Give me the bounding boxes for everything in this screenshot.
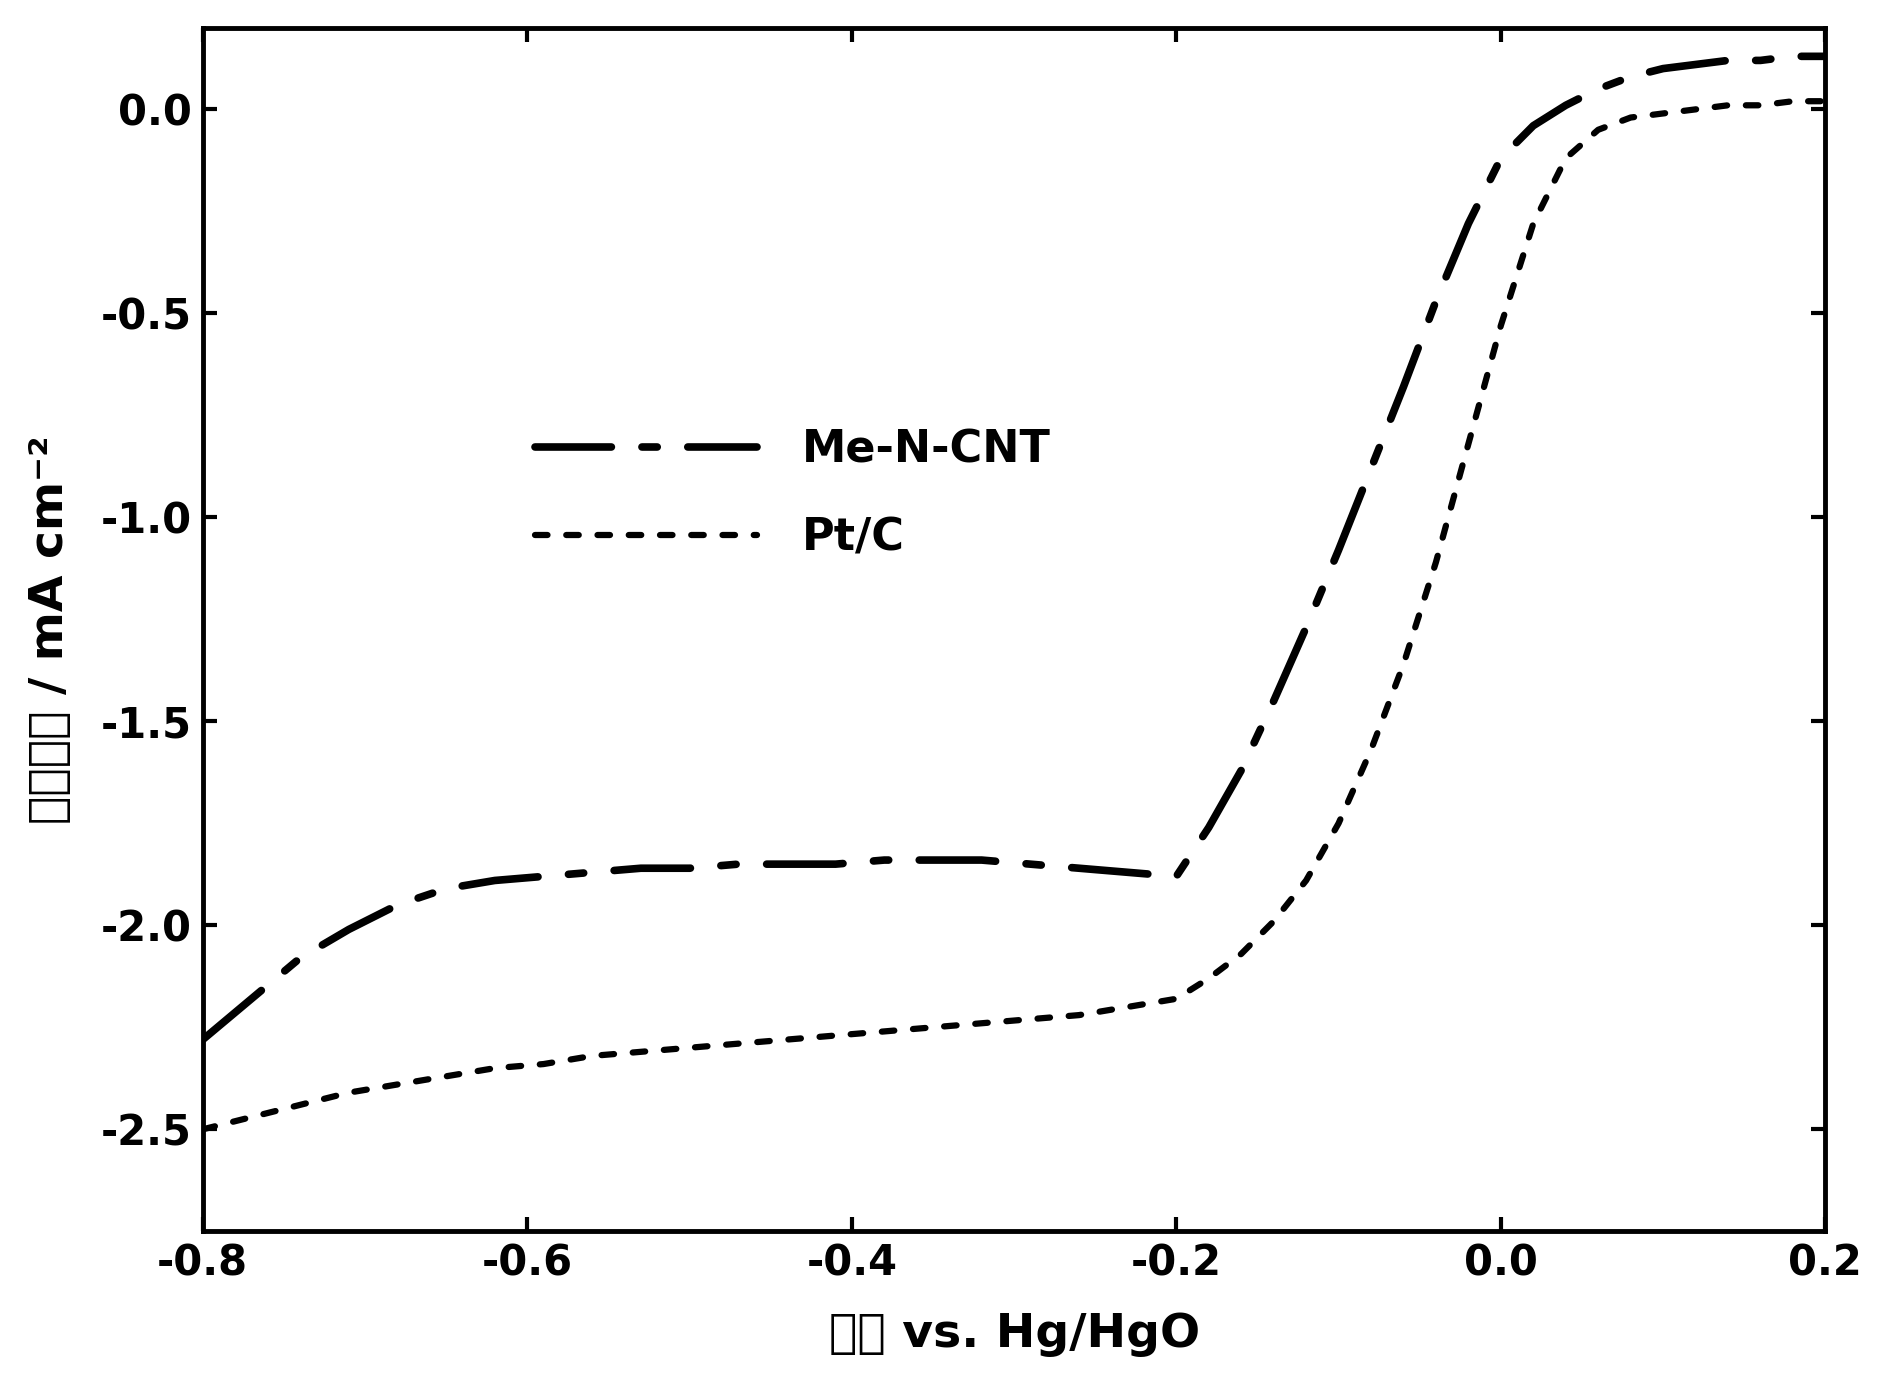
Me-N-CNT xyxy=(191,1032,213,1048)
Me-N-CNT xyxy=(1781,48,1804,65)
Me-N-CNT xyxy=(1715,53,1738,69)
Me-N-CNT xyxy=(484,873,506,889)
Me-N-CNT xyxy=(580,864,603,881)
Me-N-CNT xyxy=(1164,868,1186,885)
Pt/C xyxy=(1424,554,1447,571)
Me-N-CNT xyxy=(1521,118,1543,134)
Me-N-CNT xyxy=(1198,819,1220,835)
Pt/C xyxy=(1198,969,1220,986)
Me-N-CNT xyxy=(678,860,701,877)
Pt/C xyxy=(1067,1007,1090,1024)
Me-N-CNT xyxy=(1813,48,1836,65)
Pt/C xyxy=(727,1036,750,1053)
Pt/C xyxy=(533,1055,555,1072)
Me-N-CNT xyxy=(1262,692,1285,709)
Me-N-CNT xyxy=(533,868,555,885)
Me-N-CNT xyxy=(969,852,992,868)
Me-N-CNT xyxy=(1619,68,1642,84)
Pt/C xyxy=(1715,97,1738,114)
Pt/C xyxy=(969,1015,992,1032)
Pt/C xyxy=(1326,814,1349,831)
Pt/C xyxy=(1456,436,1479,453)
Me-N-CNT xyxy=(1116,864,1139,881)
Me-N-CNT xyxy=(1358,460,1381,476)
Me-N-CNT xyxy=(1683,57,1706,73)
Pt/C xyxy=(1230,946,1252,963)
Me-N-CNT xyxy=(629,860,652,877)
Pt/C xyxy=(1018,1011,1041,1028)
Me-N-CNT xyxy=(1587,80,1609,97)
Line: Me-N-CNT: Me-N-CNT xyxy=(202,57,1825,1040)
Me-N-CNT xyxy=(1651,61,1674,78)
Me-N-CNT xyxy=(873,852,895,868)
Pt/C xyxy=(1489,317,1511,334)
Pt/C xyxy=(824,1028,846,1044)
Pt/C xyxy=(922,1019,944,1036)
Pt/C xyxy=(1294,873,1317,889)
Pt/C xyxy=(1781,93,1804,109)
Pt/C xyxy=(1651,105,1674,122)
Me-N-CNT xyxy=(824,856,846,873)
Me-N-CNT xyxy=(1326,542,1349,558)
Me-N-CNT xyxy=(434,881,457,897)
Pt/C xyxy=(338,1084,361,1101)
Y-axis label: 电流密度 / mA cm⁻²: 电流密度 / mA cm⁻² xyxy=(28,435,74,824)
Pt/C xyxy=(873,1024,895,1040)
Me-N-CNT xyxy=(385,896,408,913)
Me-N-CNT xyxy=(1553,97,1575,114)
Me-N-CNT xyxy=(1018,856,1041,873)
Me-N-CNT xyxy=(240,990,263,1007)
Me-N-CNT xyxy=(774,856,797,873)
Pt/C xyxy=(1619,109,1642,126)
Line: Pt/C: Pt/C xyxy=(202,101,1825,1129)
Pt/C xyxy=(1358,741,1381,758)
Pt/C xyxy=(484,1060,506,1076)
Pt/C xyxy=(289,1097,312,1114)
Pt/C xyxy=(678,1039,701,1055)
Me-N-CNT xyxy=(338,921,361,938)
Pt/C xyxy=(1683,101,1706,118)
Pt/C xyxy=(1262,913,1285,929)
Pt/C xyxy=(1116,999,1139,1015)
Pt/C xyxy=(774,1032,797,1048)
Pt/C xyxy=(191,1120,213,1137)
Me-N-CNT xyxy=(1489,150,1511,166)
Pt/C xyxy=(385,1076,408,1093)
Me-N-CNT xyxy=(1456,215,1479,231)
Pt/C xyxy=(240,1109,263,1126)
Me-N-CNT xyxy=(1067,860,1090,877)
Me-N-CNT xyxy=(1294,619,1317,636)
Pt/C xyxy=(1813,93,1836,109)
Me-N-CNT xyxy=(1392,378,1415,395)
Me-N-CNT xyxy=(1230,762,1252,778)
Me-N-CNT xyxy=(727,856,750,873)
Pt/C xyxy=(1392,656,1415,673)
Me-N-CNT xyxy=(289,950,312,967)
Pt/C xyxy=(629,1043,652,1060)
Pt/C xyxy=(434,1068,457,1084)
Pt/C xyxy=(1553,150,1575,166)
Pt/C xyxy=(1521,215,1543,231)
Me-N-CNT xyxy=(1424,292,1447,309)
Pt/C xyxy=(1747,97,1770,114)
Pt/C xyxy=(580,1047,603,1064)
Legend: Me-N-CNT, Pt/C: Me-N-CNT, Pt/C xyxy=(518,411,1067,578)
X-axis label: 电压 vs. Hg/HgO: 电压 vs. Hg/HgO xyxy=(827,1312,1200,1357)
Pt/C xyxy=(1164,990,1186,1007)
Me-N-CNT xyxy=(922,852,944,868)
Me-N-CNT xyxy=(1747,53,1770,69)
Pt/C xyxy=(1587,122,1609,138)
